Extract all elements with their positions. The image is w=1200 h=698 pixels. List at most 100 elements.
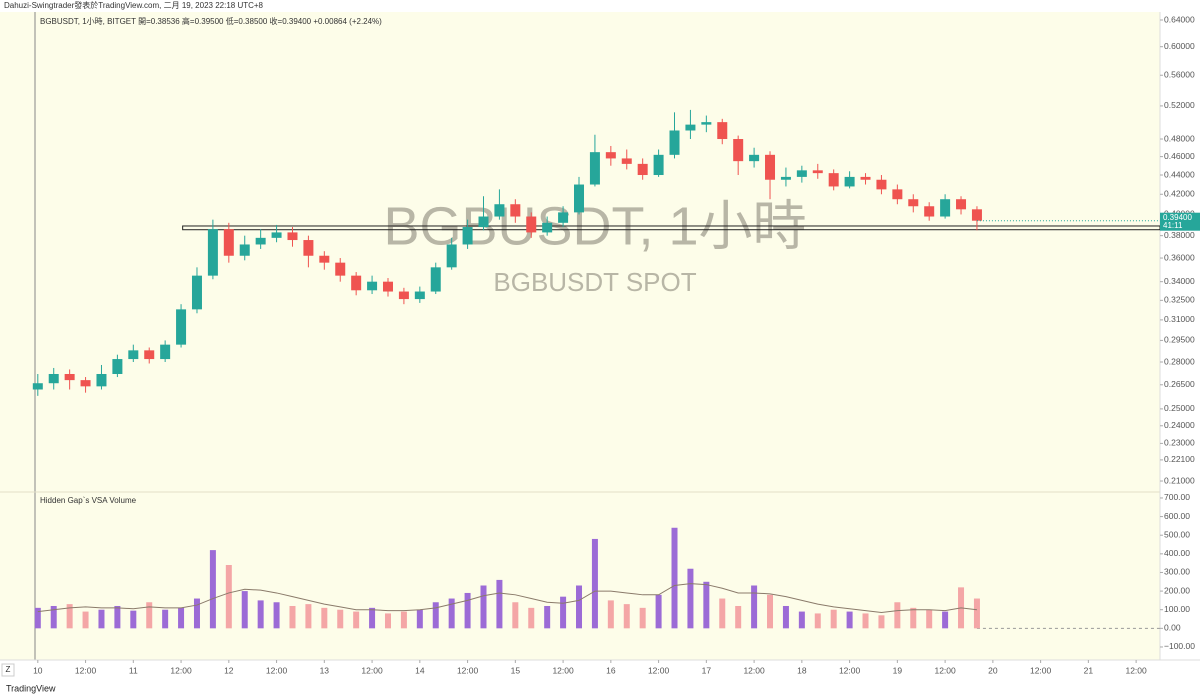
volume-bar (416, 609, 423, 629)
y-tick-label: 0.42000 (1164, 189, 1195, 199)
volume-bar (623, 604, 630, 629)
y-tick-label: 0.22100 (1164, 454, 1195, 464)
x-tick-label: 18 (797, 665, 807, 675)
volume-bar (34, 607, 41, 629)
y-tick-label: 0.34000 (1164, 276, 1195, 286)
candle-body (494, 204, 505, 217)
x-tick-label: 12:00 (648, 665, 670, 675)
y-tick-label: 0.64000 (1164, 14, 1195, 24)
candle-body (542, 222, 553, 233)
volume-bar (528, 607, 535, 629)
x-tick-label: 12:00 (361, 665, 383, 675)
y-tick-label: 0.25000 (1164, 403, 1195, 413)
volume-bar (321, 607, 328, 629)
zoom-button[interactable] (1, 663, 15, 677)
x-tick-label: 13 (320, 665, 330, 675)
volume-bar (719, 598, 726, 629)
volume-bar (337, 609, 344, 629)
candle-body (971, 209, 982, 221)
candle-body (367, 281, 378, 291)
candle-body (335, 262, 346, 276)
candle-body (462, 227, 473, 245)
volume-bar (973, 598, 980, 629)
y-tick-label: 300.00 (1164, 567, 1190, 577)
volume-bar (50, 605, 57, 629)
candle-body (207, 229, 218, 276)
candle-body (621, 158, 632, 164)
volume-bar (146, 602, 153, 629)
candle-body (382, 281, 393, 292)
candle-body (398, 291, 409, 300)
candle-body (860, 176, 871, 180)
volume-bar (225, 565, 232, 629)
candle-body (876, 179, 887, 190)
x-tick-label: 15 (511, 665, 521, 675)
y-tick-label: 0.00 (1164, 623, 1181, 633)
volume-bar (384, 613, 391, 629)
candle-body (414, 291, 425, 300)
volume-bar (162, 609, 169, 629)
x-tick-label: 20 (988, 665, 998, 675)
candle-body (956, 199, 967, 210)
candle-body (574, 184, 585, 213)
volume-bar (926, 609, 933, 629)
candle-body (812, 170, 823, 174)
volume-bar (289, 605, 296, 629)
x-tick-label: 16 (606, 665, 616, 675)
candle-body (303, 240, 314, 256)
volume-bar (66, 604, 73, 629)
volume-bar (687, 568, 694, 629)
volume-bar (98, 609, 105, 629)
candle-body (446, 244, 457, 268)
candle-body (526, 216, 537, 233)
volume-bar (130, 610, 137, 629)
x-tick-label: 19 (893, 665, 903, 675)
legend: BGBUSDT, 1小時, BITGET 開=0.38536 高=0.39500… (40, 16, 382, 26)
x-tick-label: 14 (415, 665, 425, 675)
volume-bar (369, 607, 376, 629)
volume-bar (846, 611, 853, 629)
candle-body (223, 229, 234, 256)
volume-bar (496, 579, 503, 629)
y-tick-label: 0.56000 (1164, 69, 1195, 79)
candle-body (749, 154, 760, 162)
candle-body (144, 350, 155, 360)
candle-body (796, 170, 807, 177)
x-tick-label: 12:00 (552, 665, 574, 675)
candle-body (287, 232, 298, 241)
x-tick-label: 21 (1084, 665, 1094, 675)
y-tick-label: 200.00 (1164, 585, 1190, 595)
last-price-box (1160, 212, 1200, 231)
y-tick-label: 0.44000 (1164, 169, 1195, 179)
volume-bar (400, 611, 407, 629)
candle-body (605, 152, 616, 159)
x-tick-label: 12:00 (457, 665, 479, 675)
candle-body (908, 199, 919, 207)
y-tick-label: 0.24000 (1164, 420, 1195, 430)
volume-bar (464, 592, 471, 629)
candle-body (96, 373, 107, 387)
candle-body (319, 255, 330, 263)
volume-bar (862, 613, 869, 629)
candle-body (589, 152, 600, 185)
zoom-button-label[interactable]: Z (6, 665, 11, 674)
volume-bar (82, 611, 89, 629)
publisher: Dahuzi-Swingtrader發表於TradingView.com, 二月… (4, 0, 264, 10)
plot-background (0, 12, 1160, 660)
candle-body (32, 383, 43, 390)
volume-bar (544, 605, 551, 629)
x-tick-label: 12:00 (934, 665, 956, 675)
volume-bar (480, 585, 487, 629)
countdown-label: 41:11 (1163, 221, 1183, 230)
watermark-subtitle: BGBUSDT SPOT (493, 267, 696, 297)
volume-bar (767, 594, 774, 629)
y-tick-label: 0.38000 (1164, 230, 1195, 240)
volume-bar (178, 607, 185, 629)
last-price-label: 0.39400 (1163, 213, 1192, 222)
volume-bar (512, 602, 519, 629)
volume-bar (751, 585, 758, 629)
y-tick-label: 0.48000 (1164, 133, 1195, 143)
y-tick-label: 500.00 (1164, 529, 1190, 539)
volume-bar (114, 605, 121, 629)
volume-bar (591, 538, 598, 629)
